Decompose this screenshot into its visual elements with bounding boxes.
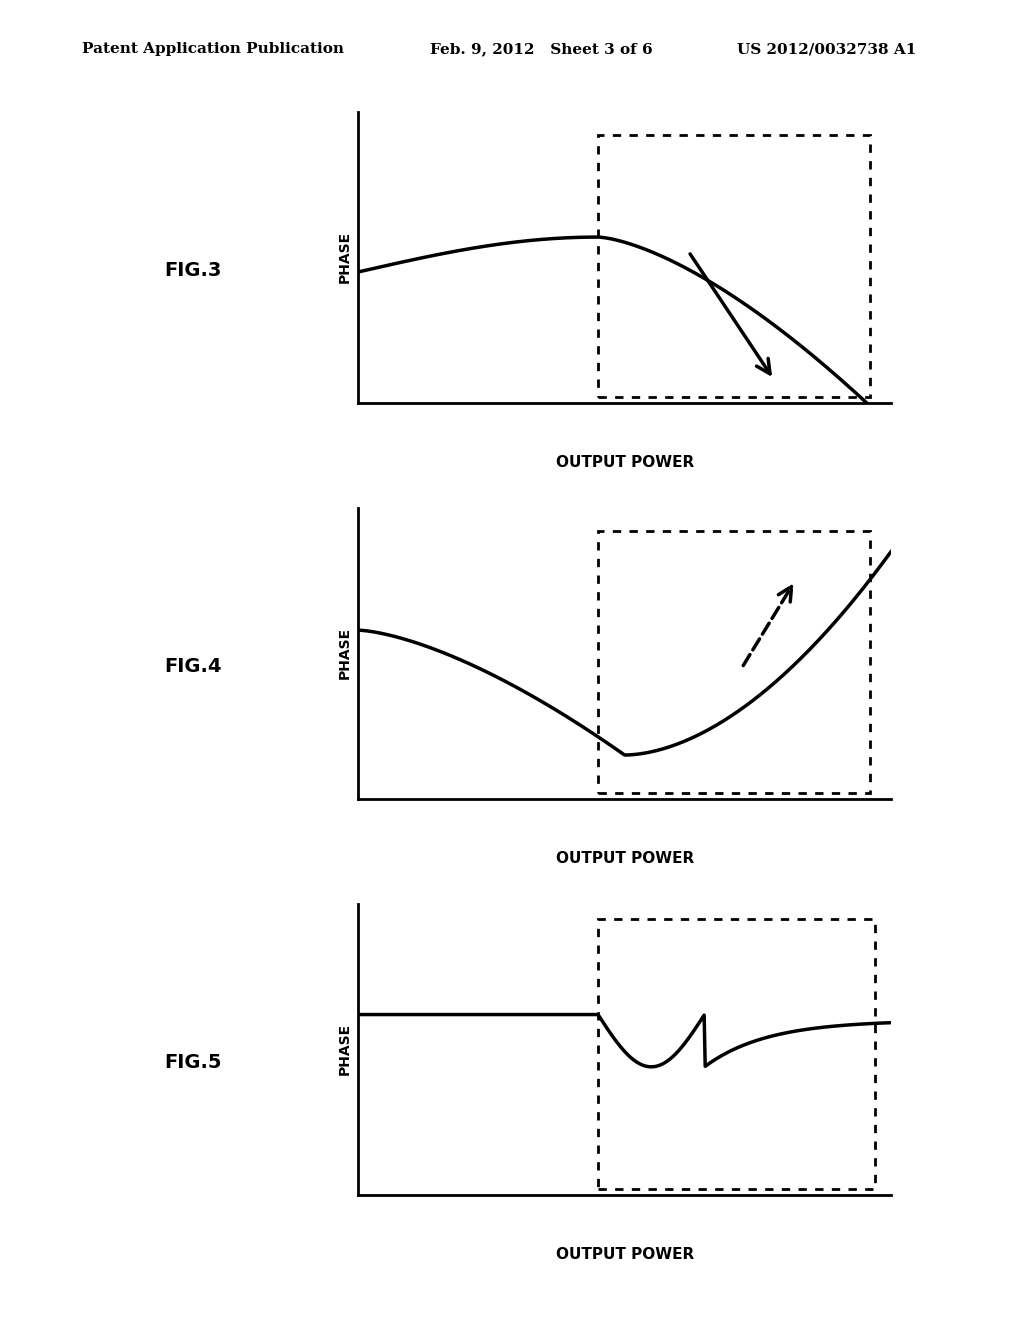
Text: FIG.3: FIG.3 <box>164 261 221 280</box>
Text: Patent Application Publication: Patent Application Publication <box>82 42 344 57</box>
Text: OUTPUT POWER: OUTPUT POWER <box>555 851 694 866</box>
Y-axis label: PHASE: PHASE <box>338 627 351 680</box>
Y-axis label: PHASE: PHASE <box>338 1023 351 1076</box>
Text: OUTPUT POWER: OUTPUT POWER <box>555 1247 694 1262</box>
Text: US 2012/0032738 A1: US 2012/0032738 A1 <box>737 42 916 57</box>
Text: FIG.5: FIG.5 <box>164 1053 221 1072</box>
Text: FIG.4: FIG.4 <box>164 657 221 676</box>
Text: OUTPUT POWER: OUTPUT POWER <box>555 455 694 470</box>
Y-axis label: PHASE: PHASE <box>338 231 351 284</box>
Text: Feb. 9, 2012   Sheet 3 of 6: Feb. 9, 2012 Sheet 3 of 6 <box>430 42 652 57</box>
